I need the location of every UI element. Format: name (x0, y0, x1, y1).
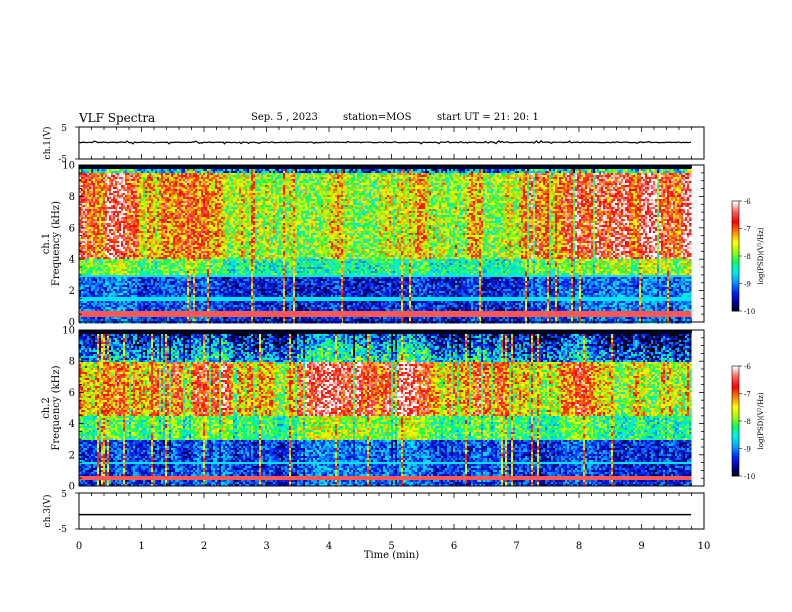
y-tick-label: 5 (61, 124, 67, 134)
y-tick-label: 2 (69, 450, 75, 461)
colorbar-tick-label: -10 (744, 473, 755, 481)
y-axis-label: ch.3(V) (42, 495, 53, 528)
x-tick-label: 6 (451, 541, 457, 552)
y-axis-label: Frequency (kHz) (51, 365, 62, 450)
y-tick-label: 5 (61, 490, 67, 500)
x-tick-label: 8 (576, 541, 582, 552)
spectrogram-cells (79, 330, 691, 486)
colorbar (732, 201, 742, 311)
colorbar-tick-label: -10 (744, 308, 755, 316)
x-tick-label: 1 (138, 541, 144, 552)
spectrogram-cells (79, 165, 691, 323)
x-tick-label: 9 (638, 541, 644, 552)
x-axis-label: Time (min) (364, 550, 419, 561)
colorbar-tick-label: -8 (744, 418, 751, 426)
y-tick-label: -5 (58, 525, 67, 535)
colorbar-tick-label: -9 (744, 281, 751, 289)
colorbar-label: log(PSD)(V²/Hz) (757, 227, 765, 284)
y-tick-label: 10 (62, 326, 75, 337)
x-tick-label: 7 (513, 541, 519, 552)
ch1-waveform-trace (79, 141, 691, 144)
colorbar-label: log(PSD)(V²/Hz) (757, 392, 765, 449)
y-tick-label: 0 (69, 482, 75, 493)
x-tick-label: 3 (263, 541, 269, 552)
y-tick-label: 4 (69, 419, 75, 430)
colorbar (732, 366, 742, 476)
x-tick-label: 2 (201, 541, 207, 552)
ch3-waveform-frame (79, 493, 704, 529)
vlf-spectra-figure: 0246810ch.1 Frequency (kHz) -6-7-8-9-10log… (0, 0, 792, 612)
colorbar-tick-label: -7 (744, 226, 751, 234)
y-tick-label: 8 (69, 357, 75, 368)
colorbar-tick-label: -6 (744, 363, 751, 371)
colorbar-tick-label: -6 (744, 198, 751, 206)
y-tick-label: 6 (69, 388, 75, 399)
x-tick-label: 4 (326, 541, 332, 552)
colorbar-tick-label: -7 (744, 391, 751, 399)
y-tick-label: 8 (69, 192, 75, 203)
x-tick-label: 10 (698, 541, 711, 552)
y-tick-label: 6 (69, 223, 75, 234)
x-tick-label: 0 (76, 541, 82, 552)
colorbar-tick-label: -9 (744, 446, 751, 454)
colorbar-tick-label: -8 (744, 253, 751, 261)
y-axis-label: ch.1(V) (42, 127, 53, 160)
y-tick-label: 4 (69, 255, 75, 266)
y-tick-label: 2 (69, 286, 75, 297)
ch2-spectrogram (79, 330, 704, 486)
y-axis-label: Frequency (kHz) (51, 201, 62, 286)
ch1-spectrogram (79, 165, 704, 323)
y-tick-label: -5 (58, 155, 67, 165)
